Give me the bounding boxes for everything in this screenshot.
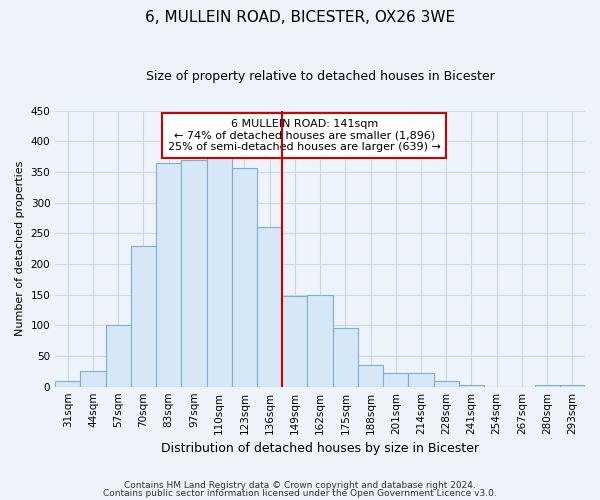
Text: 6, MULLEIN ROAD, BICESTER, OX26 3WE: 6, MULLEIN ROAD, BICESTER, OX26 3WE — [145, 10, 455, 25]
Bar — [206, 156, 232, 386]
X-axis label: Distribution of detached houses by size in Bicester: Distribution of detached houses by size … — [161, 442, 479, 455]
Text: 6 MULLEIN ROAD: 141sqm
← 74% of detached houses are smaller (1,896)
25% of semi-: 6 MULLEIN ROAD: 141sqm ← 74% of detached… — [168, 119, 440, 152]
Bar — [156, 162, 181, 386]
Bar — [383, 373, 409, 386]
Bar — [358, 365, 383, 386]
Bar — [332, 328, 358, 386]
Bar — [80, 372, 106, 386]
Bar — [307, 294, 332, 386]
Text: Contains HM Land Registry data © Crown copyright and database right 2024.: Contains HM Land Registry data © Crown c… — [124, 481, 476, 490]
Bar — [257, 227, 282, 386]
Bar — [55, 380, 80, 386]
Y-axis label: Number of detached properties: Number of detached properties — [15, 161, 25, 336]
Bar — [409, 373, 434, 386]
Bar — [282, 296, 307, 386]
Bar — [131, 246, 156, 386]
Bar — [232, 168, 257, 386]
Bar — [434, 380, 459, 386]
Bar — [181, 160, 206, 386]
Bar — [106, 326, 131, 386]
Title: Size of property relative to detached houses in Bicester: Size of property relative to detached ho… — [146, 70, 494, 83]
Text: Contains public sector information licensed under the Open Government Licence v3: Contains public sector information licen… — [103, 488, 497, 498]
